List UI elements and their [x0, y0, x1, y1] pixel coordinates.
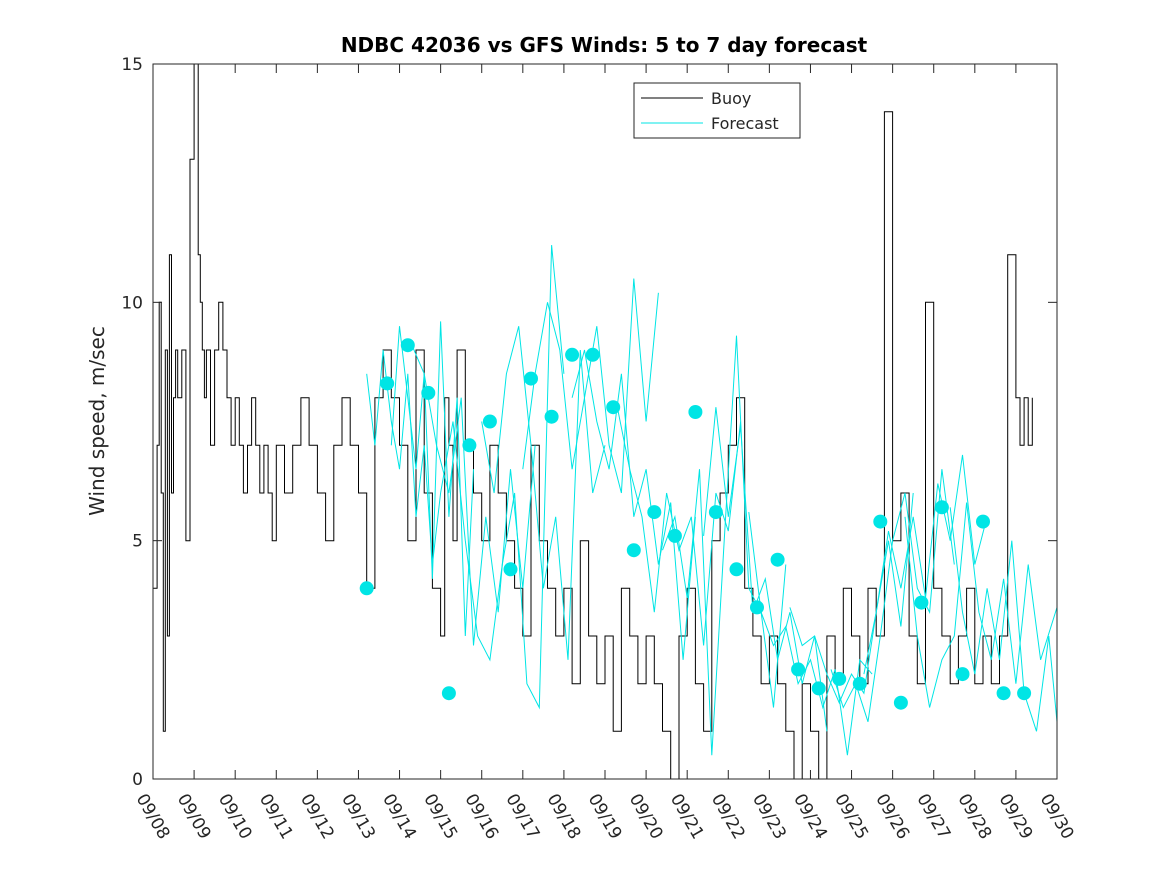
forecast-run-line-15: [904, 502, 1058, 708]
y-tick-label: 15: [121, 55, 143, 75]
y-tick-label: 0: [132, 770, 143, 790]
forecast-marker: [955, 667, 970, 682]
forecast-marker: [380, 376, 395, 391]
chart-title: NDBC 42036 vs GFS Winds: 5 to 7 day fore…: [341, 33, 868, 57]
forecast-marker: [667, 528, 682, 543]
forecast-run-line-3: [411, 345, 536, 646]
forecast-marker: [1017, 686, 1032, 701]
buoy-series-line: [153, 63, 1033, 780]
forecast-run-line-16: [949, 507, 1058, 732]
forecast-marker: [585, 347, 600, 362]
forecast-marker: [729, 562, 744, 577]
forecast-run-line-2: [390, 321, 474, 637]
forecast-marker: [462, 438, 477, 453]
forecast-run-line-9: [662, 335, 787, 756]
forecast-marker: [626, 543, 641, 558]
forecast-marker: [832, 671, 847, 686]
forecast-marker: [811, 681, 826, 696]
forecast-marker: [503, 562, 518, 577]
forecast-marker: [708, 505, 723, 520]
legend: Buoy Forecast: [633, 82, 801, 139]
forecast-marker: [647, 505, 662, 520]
y-axis-label: Wind speed, m/sec: [85, 326, 109, 516]
forecast-run-line-11: [748, 512, 873, 756]
forecast-run-line-7: [571, 349, 696, 660]
forecast-marker: [441, 686, 456, 701]
forecast-marker: [914, 595, 929, 610]
forecast-marker: [791, 662, 806, 677]
forecast-marker: [400, 338, 415, 353]
forecast-run-line-13: [830, 469, 955, 722]
y-tick-label: 5: [132, 532, 143, 552]
forecast-run-line-12: [789, 492, 914, 704]
forecast-marker: [976, 514, 990, 529]
series-layer: [153, 63, 1058, 780]
forecast-marker: [359, 581, 374, 596]
legend-label-forecast: Forecast: [711, 114, 779, 133]
legend-label-buoy: Buoy: [711, 89, 751, 108]
forecast-marker: [606, 400, 621, 415]
forecast-marker: [524, 371, 538, 386]
forecast-marker: [873, 514, 888, 529]
forecast-marker: [996, 686, 1011, 701]
forecast-run-line-1: [366, 349, 442, 565]
forecast-marker: [893, 695, 908, 710]
forecast-marker: [770, 552, 785, 567]
legend-box: [633, 82, 801, 139]
forecast-run-line-6: [522, 278, 659, 494]
forecast-marker: [565, 347, 580, 362]
forecast-marker: [934, 500, 949, 515]
forecast-marker: [544, 409, 559, 424]
forecast-run-line-4: [440, 245, 565, 710]
forecast-marker: [852, 676, 867, 691]
forecast-marker: [688, 405, 703, 419]
forecast-marker: [750, 600, 764, 615]
forecast-marker: [482, 414, 497, 429]
forecast-marker: [421, 385, 436, 400]
y-tick-label: 10: [121, 293, 143, 313]
forecast-run-line-8: [616, 407, 742, 646]
